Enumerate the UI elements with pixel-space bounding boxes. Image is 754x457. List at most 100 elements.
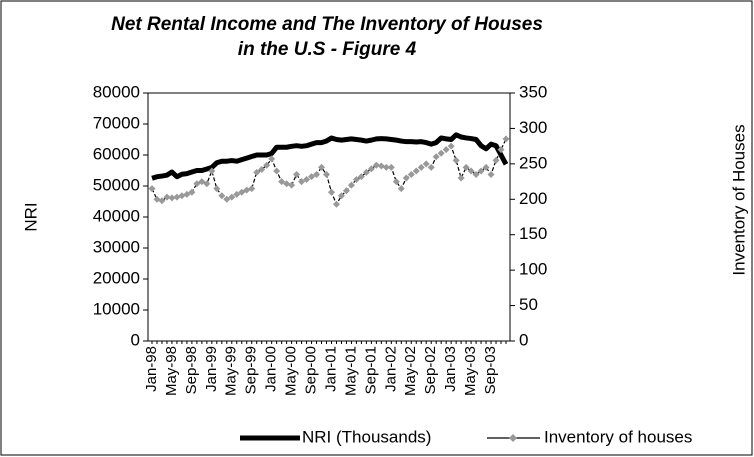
x-tick-label: May-99 xyxy=(223,346,240,396)
y-tick-label: 0 xyxy=(131,330,140,349)
inventory-marker xyxy=(313,170,321,178)
inventory-marker xyxy=(223,195,231,203)
inventory-marker xyxy=(158,197,166,205)
inventory-marker xyxy=(253,168,261,176)
inventory-marker xyxy=(308,173,316,181)
inventory-marker xyxy=(357,173,365,181)
inventory-marker xyxy=(318,163,326,171)
x-tick-label: Sep-00 xyxy=(303,346,320,394)
inventory-marker xyxy=(437,149,445,157)
inventory-marker xyxy=(173,193,181,201)
inventory-marker xyxy=(268,155,276,163)
inventory-marker xyxy=(337,192,345,200)
x-tick-label: Jan-00 xyxy=(263,346,280,392)
x-tick-label: Sep-02 xyxy=(422,346,439,394)
y-tick-label: 20000 xyxy=(93,268,140,287)
inventory-marker xyxy=(148,185,156,193)
y-tick-label: 80000 xyxy=(93,82,140,101)
x-tick-label: May-00 xyxy=(283,346,300,396)
inventory-marker xyxy=(417,163,425,171)
inventory-marker xyxy=(153,195,161,203)
inventory-marker xyxy=(347,181,355,189)
inventory-marker xyxy=(238,188,246,196)
inventory-marker xyxy=(228,193,236,201)
inventory-marker xyxy=(198,178,206,186)
inventory-marker xyxy=(298,178,306,186)
y-tick-label: 50000 xyxy=(93,175,140,194)
inventory-marker xyxy=(432,153,440,161)
x-tick-label: Jan-02 xyxy=(382,346,399,392)
inventory-marker xyxy=(332,200,340,208)
inventory-marker xyxy=(273,167,281,175)
inventory-marker xyxy=(288,181,296,189)
inventory-marker xyxy=(367,165,375,173)
inventory-marker xyxy=(208,167,216,175)
inventory-marker xyxy=(263,161,271,169)
inventory-marker xyxy=(243,186,251,194)
inventory-marker xyxy=(422,160,430,168)
inventory-marker xyxy=(467,167,475,175)
inventory-marker xyxy=(248,185,256,193)
inventory-marker xyxy=(502,135,510,143)
inventory-marker xyxy=(412,167,420,175)
inventory-marker xyxy=(427,163,435,171)
y-tick-label: 10000 xyxy=(93,299,140,318)
x-tick-label: Sep-98 xyxy=(183,346,200,394)
y2-tick-label: 150 xyxy=(519,224,547,243)
x-tick-label: May-03 xyxy=(462,346,479,396)
inventory-marker xyxy=(323,170,331,178)
inventory-marker xyxy=(457,174,465,182)
nri-line xyxy=(151,132,509,181)
x-tick-label: Jan-98 xyxy=(143,346,160,392)
inventory-marker xyxy=(497,146,505,154)
y2-tick-label: 350 xyxy=(519,82,547,101)
y-tick-label: 30000 xyxy=(93,237,140,256)
inventory-marker xyxy=(372,161,380,169)
inventory-marker xyxy=(342,187,350,195)
inventory-marker xyxy=(188,188,196,196)
x-tick-label: May-98 xyxy=(163,346,180,396)
inventory-marker xyxy=(183,190,191,198)
chart-title: Net Rental Income and The Inventory of H… xyxy=(111,14,543,60)
x-tick-label: Sep-03 xyxy=(482,346,499,394)
y2-tick-label: 0 xyxy=(519,330,528,349)
y2-tick-label: 200 xyxy=(519,189,547,208)
y2-tick-label: 250 xyxy=(519,153,547,172)
inventory-marker xyxy=(472,170,480,178)
inventory-marker xyxy=(392,178,400,186)
inventory-marker xyxy=(407,170,415,178)
y-axis-label: NRI xyxy=(21,202,40,231)
inventory-marker xyxy=(362,168,370,176)
inventory-marker xyxy=(447,142,455,150)
x-tick-label: May-02 xyxy=(402,346,419,396)
inventory-marker xyxy=(303,175,311,183)
x-tick-label: Jan-01 xyxy=(322,346,339,392)
inventory-marker xyxy=(283,180,291,188)
inventory-marker xyxy=(452,156,460,164)
legend-label: Inventory of houses xyxy=(544,427,692,446)
inventory-marker xyxy=(382,163,390,171)
inventory-marker xyxy=(402,174,410,182)
inventory-marker xyxy=(352,175,360,183)
x-tick-label: May-01 xyxy=(342,346,359,396)
legend-marker xyxy=(509,434,517,442)
y2-tick-label: 100 xyxy=(519,260,547,279)
x-tick-label: Jan-99 xyxy=(203,346,220,392)
y2-tick-label: 300 xyxy=(519,118,547,137)
inventory-marker xyxy=(293,170,301,178)
inventory-marker xyxy=(377,162,385,170)
inventory-marker xyxy=(462,163,470,171)
inventory-marker xyxy=(442,146,450,154)
inventory-marker xyxy=(278,178,286,186)
inventory-marker xyxy=(168,194,176,202)
inventory-marker xyxy=(213,185,221,193)
inventory-marker xyxy=(233,190,241,198)
y-tick-label: 60000 xyxy=(93,144,140,163)
inventory-marker xyxy=(327,188,335,196)
inventory-marker xyxy=(258,166,266,174)
y-tick-label: 40000 xyxy=(93,206,140,225)
inventory-marker xyxy=(477,167,485,175)
inventory-marker xyxy=(218,192,226,200)
x-tick-label: Sep-01 xyxy=(362,346,379,394)
